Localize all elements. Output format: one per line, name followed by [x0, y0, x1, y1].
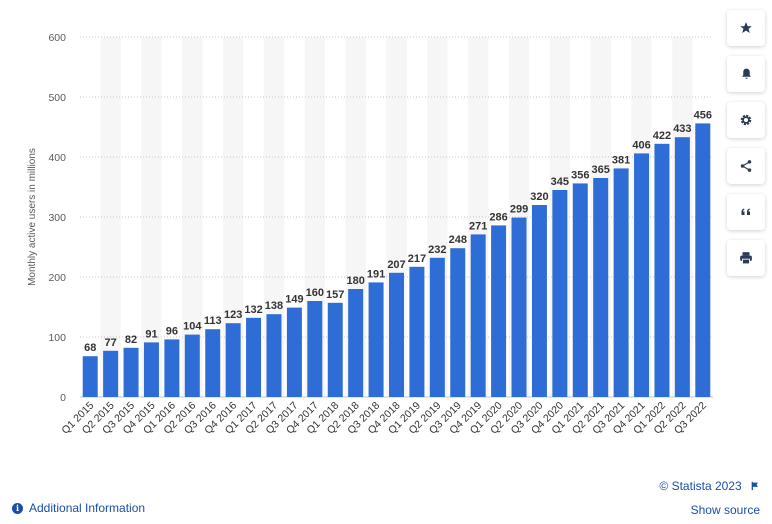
- data-label: 138: [265, 300, 283, 312]
- bar: [450, 248, 466, 397]
- cite-button[interactable]: [727, 194, 765, 230]
- bar: [286, 307, 302, 397]
- quote-icon: [741, 208, 750, 215]
- data-label: 82: [125, 334, 137, 346]
- bar: [205, 329, 221, 397]
- bar: [246, 317, 262, 397]
- data-label: 191: [367, 268, 385, 280]
- data-label: 77: [105, 337, 117, 349]
- y-tick-label: 300: [48, 212, 66, 224]
- data-label: 157: [326, 289, 344, 301]
- y-tick-label: 0: [60, 392, 66, 404]
- data-label: 299: [510, 204, 528, 216]
- bar: [674, 137, 690, 397]
- bar: [552, 190, 568, 397]
- data-label: 456: [694, 109, 712, 121]
- data-label: 207: [387, 259, 405, 271]
- favorite-button[interactable]: [727, 10, 765, 46]
- bar: [123, 347, 139, 397]
- data-label: 422: [653, 130, 671, 142]
- data-label: 68: [84, 342, 96, 354]
- bar: [225, 323, 241, 397]
- bar: [572, 183, 588, 397]
- y-tick-label: 100: [48, 332, 66, 344]
- bar: [531, 205, 547, 397]
- y-tick-label: 400: [48, 152, 66, 164]
- bar-chart: 0 100 200 300 400 500 600 Monthly active users …: [27, 32, 713, 437]
- bar: [184, 334, 200, 397]
- y-axis-title: Monthly active users in millions: [27, 148, 38, 286]
- settings-button[interactable]: [727, 102, 765, 138]
- bar: [266, 314, 282, 397]
- column-band: [141, 37, 162, 397]
- data-label: 433: [673, 123, 691, 135]
- data-label: 365: [592, 164, 610, 176]
- bar: [327, 302, 343, 397]
- show-source-text: Show source: [690, 503, 760, 517]
- additional-information-text: Additional Information: [29, 501, 146, 515]
- data-label: 356: [571, 169, 589, 181]
- data-label: 160: [306, 287, 324, 299]
- copyright-link[interactable]: © Statista 2023: [659, 479, 760, 493]
- column-band: [182, 37, 203, 397]
- bar: [613, 168, 629, 397]
- data-label: 320: [530, 191, 548, 203]
- bar: [470, 234, 486, 397]
- data-label: 381: [612, 154, 630, 166]
- data-label: 248: [449, 234, 467, 246]
- data-label: 91: [145, 328, 157, 340]
- data-label: 406: [632, 139, 650, 151]
- print-button[interactable]: [727, 240, 765, 276]
- bar: [389, 272, 404, 397]
- share-icon: [740, 160, 752, 172]
- bar: [695, 123, 711, 398]
- toolbar-sidebar: [727, 10, 765, 286]
- info-icon: i: [12, 502, 23, 514]
- bar: [429, 257, 445, 397]
- copyright-text: © Statista 2023: [659, 479, 742, 493]
- notification-button[interactable]: [727, 56, 765, 92]
- data-label: 286: [489, 211, 507, 223]
- y-tick-label: 500: [48, 92, 66, 104]
- bar: [368, 282, 384, 397]
- data-label: 180: [346, 275, 364, 287]
- bar: [511, 217, 527, 397]
- bar: [348, 289, 364, 397]
- bar: [82, 356, 98, 397]
- bar: [143, 342, 159, 397]
- data-label: 149: [285, 294, 303, 306]
- additional-information-link[interactable]: i Additional Information: [12, 501, 145, 515]
- bar: [634, 153, 650, 397]
- data-label: 96: [166, 325, 178, 337]
- show-source-link[interactable]: Show source: [691, 503, 760, 517]
- flag-icon: [751, 481, 758, 491]
- share-button[interactable]: [727, 148, 765, 184]
- bell-icon: [741, 68, 751, 79]
- data-label: 271: [469, 220, 487, 232]
- bar: [164, 339, 180, 397]
- bar: [593, 178, 609, 397]
- data-label: 132: [244, 304, 262, 316]
- bar: [409, 266, 425, 397]
- bar: [491, 225, 507, 397]
- bar: [307, 301, 323, 397]
- y-tick-label: 200: [48, 272, 66, 284]
- data-label: 345: [551, 176, 569, 188]
- star-icon: [740, 22, 752, 33]
- data-label: 217: [408, 253, 426, 265]
- data-label: 113: [204, 315, 222, 327]
- print-icon: [740, 252, 752, 265]
- data-label: 232: [428, 244, 446, 256]
- bar: [103, 350, 119, 397]
- gear-icon: [740, 114, 752, 126]
- bar: [654, 143, 670, 397]
- data-label: 104: [183, 321, 202, 333]
- y-tick-label: 600: [48, 32, 66, 44]
- column-band: [263, 37, 285, 397]
- data-label: 123: [224, 309, 242, 321]
